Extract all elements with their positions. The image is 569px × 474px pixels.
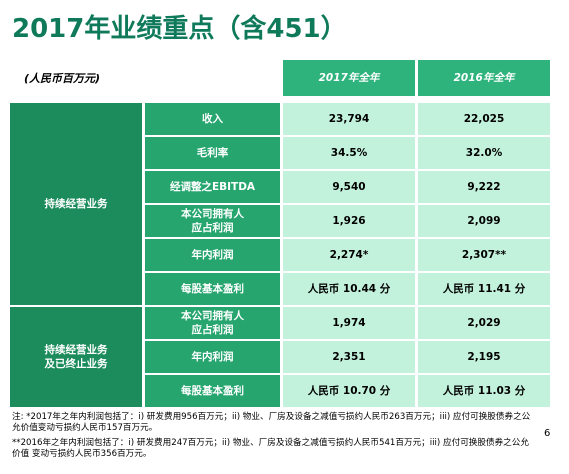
metric-label: 毛利率 <box>145 137 280 169</box>
column-header: 2016年全年 <box>418 60 550 96</box>
metric-label: 本公司拥有人 应占利润 <box>145 307 280 339</box>
value-cell: 人民币 10.44 分 <box>283 273 415 305</box>
value-cell: 9,222 <box>418 171 550 203</box>
group-label: 持续经营业务 及已终止业务 <box>10 307 142 407</box>
value-cell: 23,794 <box>283 103 415 135</box>
metric-label: 收入 <box>145 103 280 135</box>
value-cell: 人民币 11.03 分 <box>418 375 550 407</box>
value-cell: 32.0% <box>418 137 550 169</box>
note: 注: *2017年之年内利润包括了：i) 研发费用956百万元；ii) 物业、厂… <box>12 412 531 434</box>
note: **2016年之年内利润包括了：i) 研发费用247百万元；ii) 物业、厂房及… <box>12 438 529 460</box>
value-cell: 人民币 11.41 分 <box>418 273 550 305</box>
column-header: 2017年全年 <box>283 60 415 96</box>
value-cell: 2,351 <box>283 341 415 373</box>
value-cell: 1,926 <box>283 205 415 237</box>
value-cell: 9,540 <box>283 171 415 203</box>
value-cell: 2,195 <box>418 341 550 373</box>
value-cell: 2,307** <box>418 239 550 271</box>
value-cell: 2,029 <box>418 307 550 339</box>
value-cell: 22,025 <box>418 103 550 135</box>
value-cell: 34.5% <box>283 137 415 169</box>
metric-label: 每股基本盈利 <box>145 273 280 305</box>
value-cell: 2,099 <box>418 205 550 237</box>
metric-label: 本公司拥有人 应占利润 <box>145 205 280 237</box>
value-cell: 人民币 10.70 分 <box>283 375 415 407</box>
value-cell: 2,274* <box>283 239 415 271</box>
group-label: 持续经营业务 <box>10 103 142 305</box>
page-number: 6 <box>544 428 551 439</box>
title: 2017年业绩重点（含451） <box>12 14 347 44</box>
metric-label: 年内利润 <box>145 239 280 271</box>
unit-label: (人民币百万元) <box>24 72 101 85</box>
metric-label: 每股基本盈利 <box>145 375 280 407</box>
metric-label: 年内利润 <box>145 341 280 373</box>
value-cell: 1,974 <box>283 307 415 339</box>
metric-label: 经调整之EBITDA <box>145 171 280 203</box>
